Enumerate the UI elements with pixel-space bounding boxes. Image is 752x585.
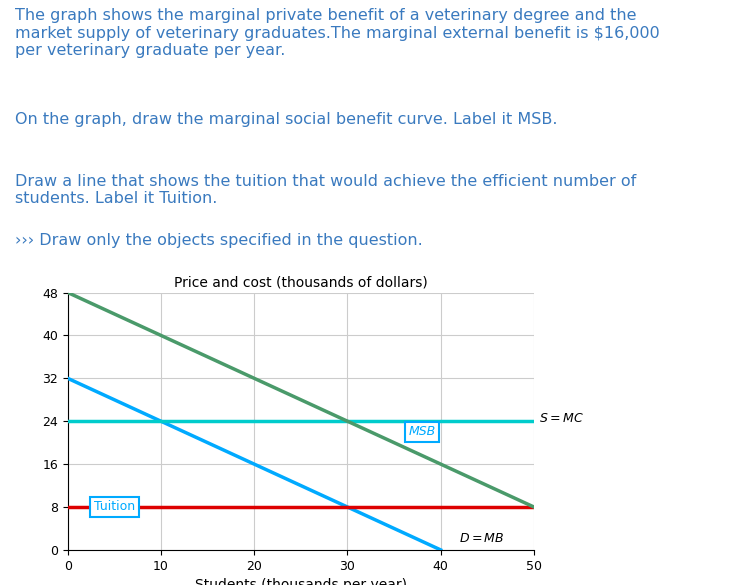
Text: Tuition: Tuition <box>94 501 135 514</box>
Text: Draw a line that shows the tuition that would achieve the efficient number of
st: Draw a line that shows the tuition that … <box>15 174 636 207</box>
Text: On the graph, draw the marginal social benefit curve. Label it ​MSB​.: On the graph, draw the marginal social b… <box>15 112 557 128</box>
Text: $D = MB$: $D = MB$ <box>459 532 505 545</box>
Title: Price and cost (thousands of dollars): Price and cost (thousands of dollars) <box>174 276 428 290</box>
Text: ››› Draw only the objects specified in the question.: ››› Draw only the objects specified in t… <box>15 233 423 248</box>
Text: MSB: MSB <box>408 425 435 438</box>
X-axis label: Students (thousands per year): Students (thousands per year) <box>195 578 407 585</box>
Text: The graph shows the marginal private benefit of a veterinary degree and the
mark: The graph shows the marginal private ben… <box>15 8 660 58</box>
Text: $S = MC$: $S = MC$ <box>538 412 584 425</box>
